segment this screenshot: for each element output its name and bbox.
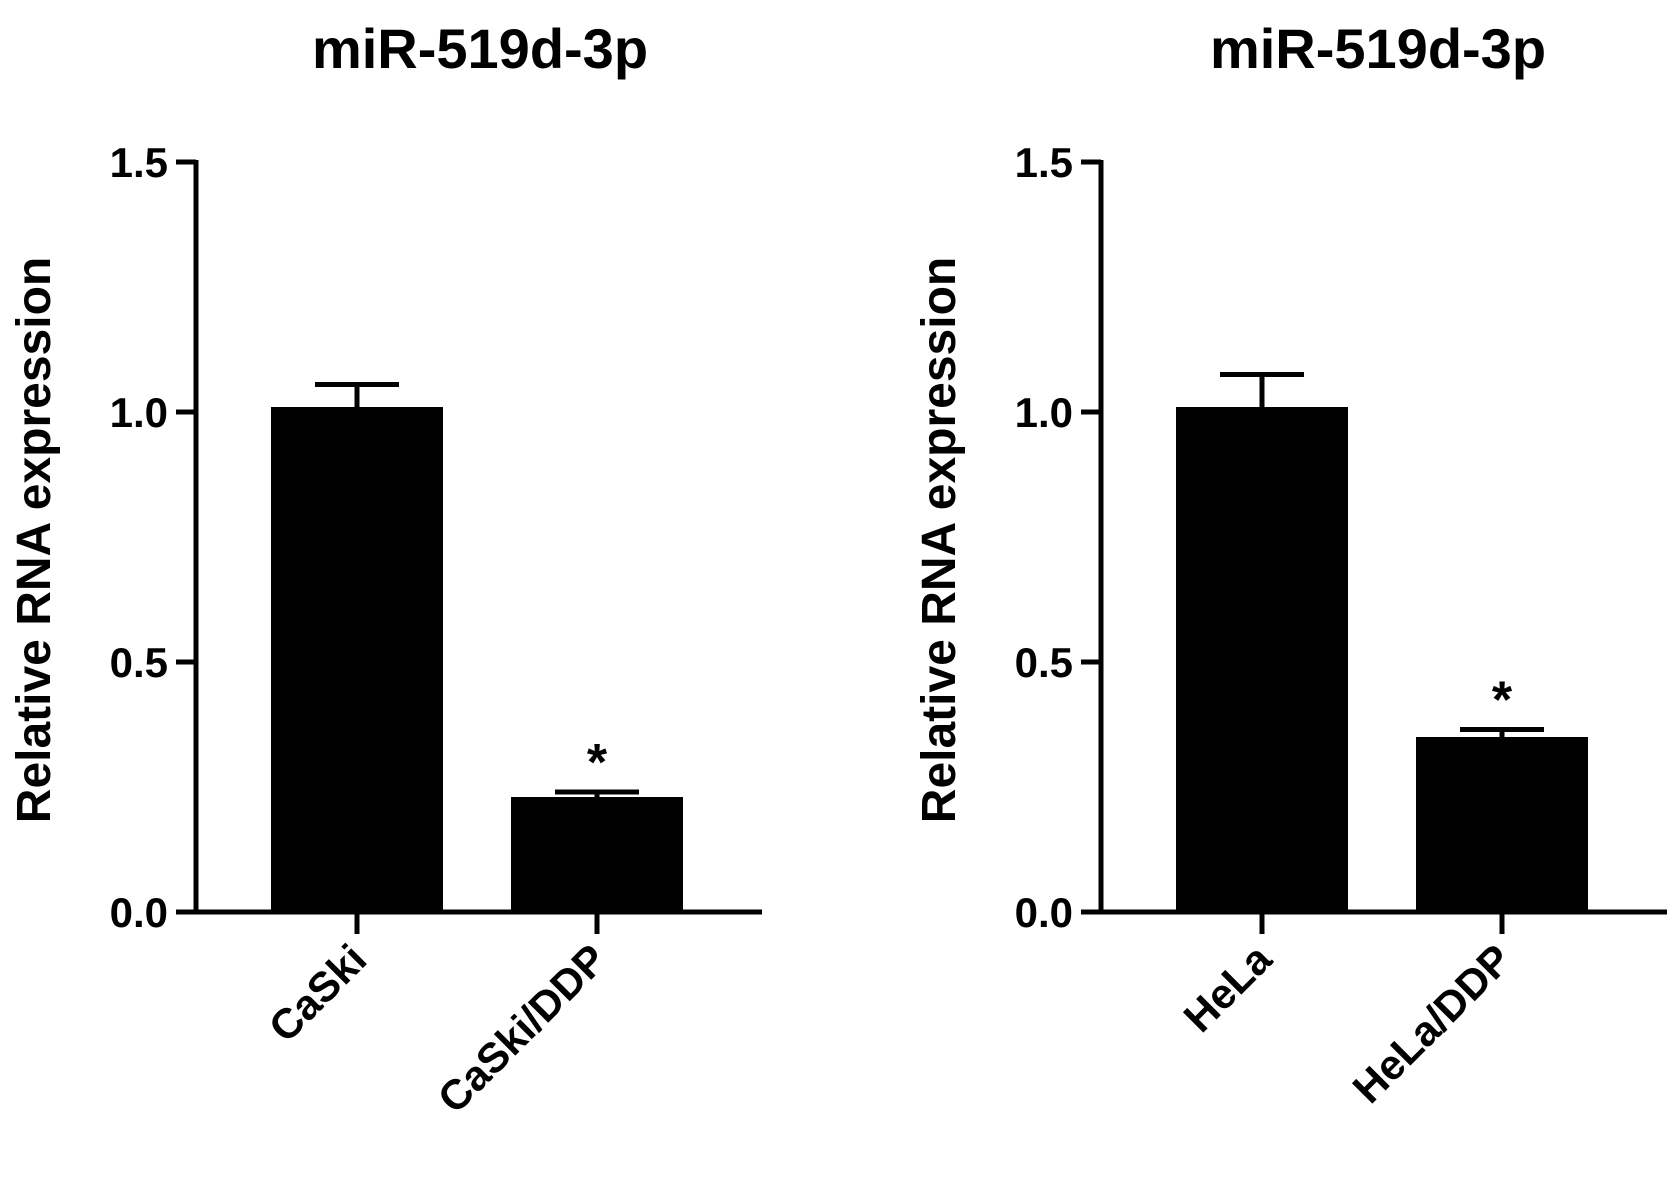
bar [271,407,443,912]
y-tick-label: 0.5 [110,639,168,686]
y-tick-label: 0.0 [1015,889,1073,936]
bar [511,797,683,912]
chart-panel-left: miR-519d-3p Relative RNA expression 0.00… [8,17,762,1122]
y-tick-label: 1.5 [110,139,168,186]
y-tick-label: 1.0 [1015,389,1073,436]
y-tick-label: 0.0 [110,889,168,936]
x-tick-label: HeLa/DDP [1344,935,1521,1112]
chart-title: miR-519d-3p [1210,17,1546,80]
y-tick-label: 1.5 [1015,139,1073,186]
x-tick-label: CaSki/DDP [429,935,616,1122]
y-axis-title: Relative RNA expression [8,257,61,823]
significance-marker: * [587,734,608,792]
chart-panel-right: miR-519d-3p Relative RNA expression 0.00… [913,17,1667,1112]
significance-marker: * [1492,672,1513,730]
y-tick-label: 0.5 [1015,639,1073,686]
y-axis-title: Relative RNA expression [913,257,966,823]
x-tick-label: CaSki [260,935,376,1051]
bar [1176,407,1348,912]
plot-area: 0.0 0.5 1.0 1.5 HeLa HeLa/DDP * [1015,139,1667,1112]
bar [1416,737,1588,912]
x-tick-label: HeLa [1175,935,1281,1041]
y-tick-label: 1.0 [110,389,168,436]
chart-title: miR-519d-3p [312,17,648,80]
plot-area: 0.0 0.5 1.0 1.5 CaSki CaSki/DDP * [110,139,762,1122]
